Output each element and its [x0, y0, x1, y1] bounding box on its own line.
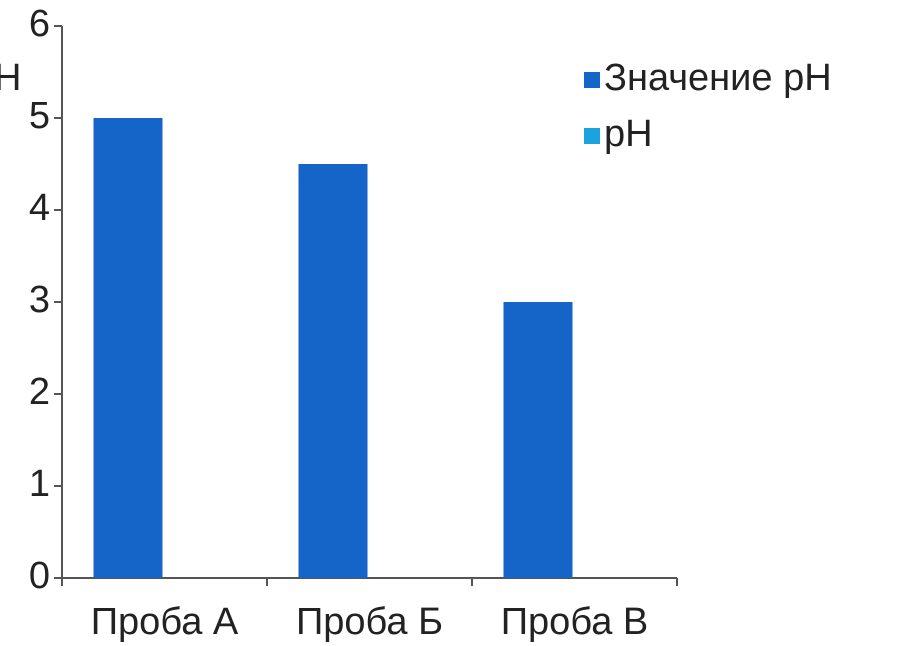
legend-swatch	[584, 72, 600, 88]
y-axis-label: Н	[0, 57, 21, 99]
y-tick-label: 0	[29, 555, 50, 597]
legend-label: Значение рН	[604, 57, 832, 99]
x-tick-label: Проба А	[91, 601, 239, 643]
x-tick-label: Проба В	[501, 601, 649, 643]
legend-swatch	[584, 128, 600, 144]
bar	[503, 302, 573, 578]
x-tick-label: Проба Б	[296, 601, 443, 643]
bar	[298, 164, 368, 578]
legend-label: рН	[604, 113, 653, 155]
y-tick-label: 3	[29, 279, 50, 321]
y-tick-label: 6	[29, 3, 50, 45]
bar	[93, 118, 163, 578]
y-tick-label: 5	[29, 95, 50, 137]
y-tick-label: 1	[29, 463, 50, 505]
y-tick-label: 2	[29, 371, 50, 413]
y-tick-label: 4	[29, 187, 50, 229]
